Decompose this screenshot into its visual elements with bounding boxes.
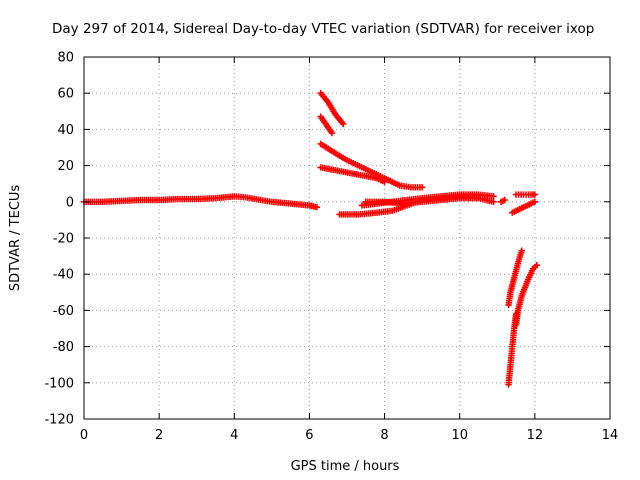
y-tick-label: 0	[66, 195, 74, 210]
data-series	[512, 261, 540, 329]
data-series	[317, 90, 347, 128]
chart-title: Day 297 of 2014, Sidereal Day-to-day VTE…	[52, 21, 594, 37]
x-tick-label: 10	[451, 428, 468, 443]
x-tick-label: 14	[602, 428, 619, 443]
data-series	[505, 247, 525, 309]
data-point	[531, 198, 539, 205]
data-point	[313, 204, 321, 211]
data-series	[497, 196, 508, 205]
data-point	[340, 120, 347, 128]
data-point	[381, 178, 388, 186]
x-tick-label: 8	[380, 428, 388, 443]
axis-ticks: 0 2 4 6 8 10 12 14 -120 -100 -80 -60 -40 -20 0 20 40 60 80	[44, 51, 618, 444]
y-tick-label: -80	[53, 340, 74, 355]
data-series	[512, 191, 539, 198]
y-tick-label: -60	[53, 304, 74, 319]
y-tick-label: 40	[57, 123, 74, 138]
data-marks	[80, 90, 540, 388]
data-point	[533, 261, 540, 269]
y-tick-label: -100	[44, 376, 74, 391]
y-tick-label: 20	[57, 159, 74, 174]
x-tick-label: 4	[230, 428, 238, 443]
y-axis-label: SDTVAR / TECUs	[8, 185, 23, 292]
data-point	[490, 198, 497, 205]
y-tick-label: -120	[44, 413, 74, 428]
x-axis-label: GPS time / hours	[291, 459, 400, 474]
data-point	[328, 129, 336, 137]
data-point	[475, 194, 482, 202]
x-tick-label: 12	[527, 428, 544, 443]
plot-frame	[83, 56, 611, 420]
data-series	[80, 193, 321, 211]
data-point	[531, 191, 539, 198]
data-point	[490, 193, 497, 200]
data-series	[317, 113, 336, 137]
data-point	[501, 196, 508, 204]
y-tick-label: 60	[57, 87, 74, 102]
data-series	[509, 198, 539, 216]
grid	[84, 57, 610, 419]
x-tick-label: 2	[155, 428, 163, 443]
data-series	[362, 194, 482, 207]
data-point	[518, 247, 525, 254]
x-tick-label: 6	[305, 428, 313, 443]
data-series	[317, 140, 426, 191]
y-tick-label: 80	[57, 51, 74, 66]
y-tick-label: -40	[53, 268, 74, 283]
data-point	[418, 184, 426, 191]
y-tick-label: -20	[53, 232, 74, 247]
data-series	[317, 164, 388, 186]
x-tick-label: 0	[80, 428, 88, 443]
